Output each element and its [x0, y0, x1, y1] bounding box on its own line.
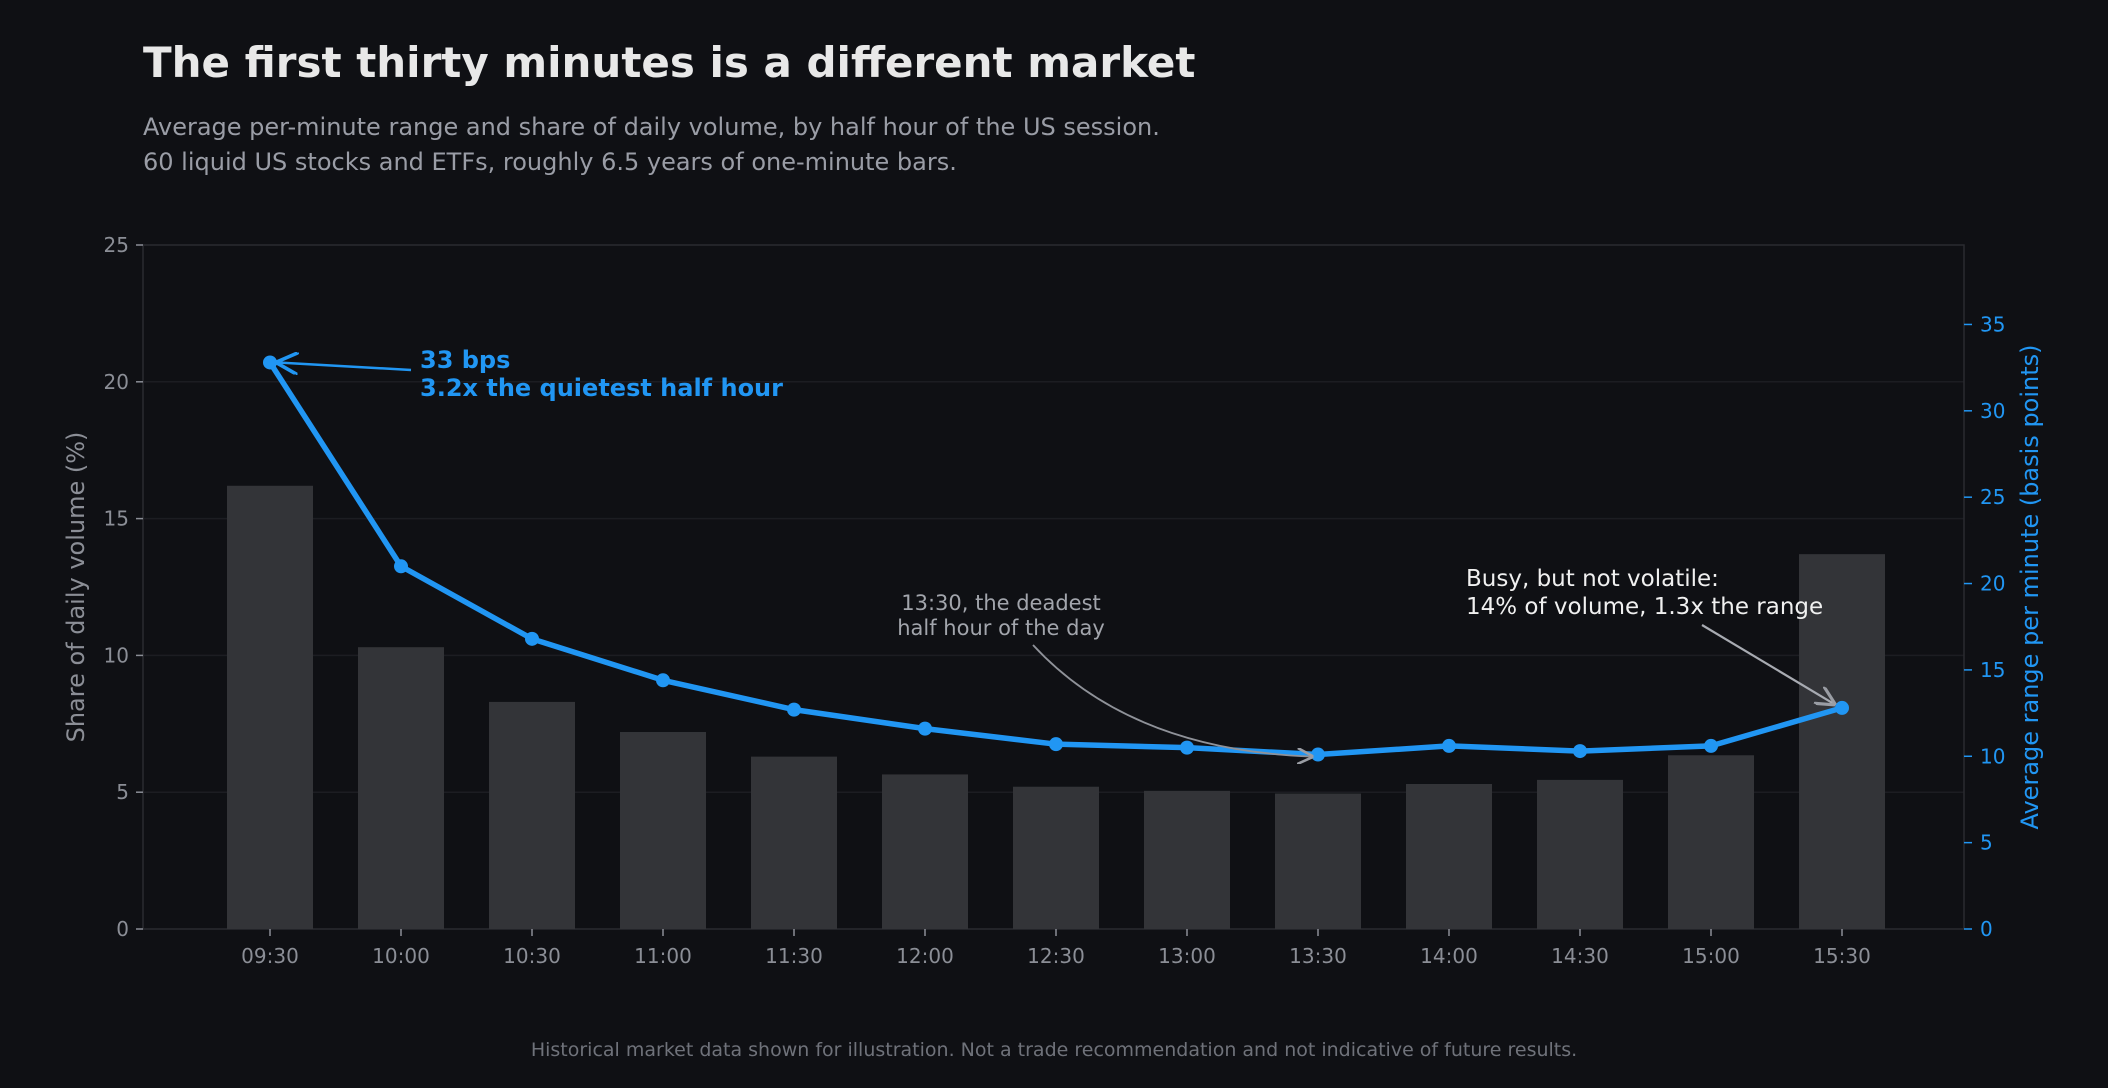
range-point: [1180, 740, 1194, 755]
right-axis-tick-label: 0: [1980, 917, 1993, 941]
volume-bar: [1537, 779, 1623, 929]
volume-bar: [1406, 783, 1492, 929]
volume-bar: [489, 701, 575, 929]
volume-bar: [882, 774, 968, 929]
volume-bar: [1799, 554, 1885, 929]
annotation-quiet-line: half hour of the day: [897, 616, 1105, 640]
annotation-peak: 33 bps 3.2x the quietest half hour: [420, 346, 783, 402]
right-axis-tick-label: 10: [1980, 744, 2005, 768]
x-axis-tick-label: 13:30: [1289, 944, 1347, 968]
range-point: [1311, 747, 1325, 762]
chart-title: The first thirty minutes is a different …: [143, 38, 1196, 87]
annotation-arrow-close: [1701, 624, 1834, 704]
right-axis-tick-label: 35: [1980, 312, 2005, 336]
chart-subtitle: Average per-minute range and share of da…: [143, 110, 1160, 180]
range-point: [1704, 738, 1718, 753]
x-axis-tick-label: 14:30: [1551, 944, 1609, 968]
annotation-arrow-peak: [278, 362, 412, 370]
annotation-arrow-quiet: [1032, 644, 1312, 757]
x-axis-tick-label: 13:00: [1158, 944, 1216, 968]
left-axis-tick-label: 25: [104, 233, 129, 257]
range-point: [787, 702, 801, 717]
right-axis-tick-label: 5: [1980, 831, 1993, 855]
x-axis-tick-label: 10:30: [503, 944, 561, 968]
right-axis-title: Average range per minute (basis points): [2016, 344, 2044, 829]
plot-area: 0 5 10 15 20 25 0 5 10 15 20 25 30 35 09:30 10:00 10:30 1…: [62, 233, 2044, 968]
left-axis-tick-label: 15: [104, 507, 129, 531]
x-axis-tick-label: 11:00: [634, 944, 692, 968]
x-axis-tick-label: 11:30: [765, 944, 823, 968]
range-point: [263, 355, 277, 370]
subtitle-line-1: Average per-minute range and share of da…: [143, 113, 1160, 141]
x-axis-tick-label: 14:00: [1420, 944, 1478, 968]
annotation-peak-line: 33 bps: [420, 346, 510, 374]
x-axis-tick-label: 12:30: [1027, 944, 1085, 968]
footnote: Historical market data shown for illustr…: [530, 1039, 1578, 1061]
volume-bar: [751, 756, 837, 929]
volume-bar: [227, 485, 313, 929]
range-point: [1573, 744, 1587, 759]
right-axis-tick-label: 20: [1980, 572, 2005, 596]
right-axis-tick-label: 25: [1980, 485, 2005, 509]
annotation-close-line: 14% of volume, 1.3x the range: [1466, 594, 1823, 620]
range-point: [1835, 700, 1849, 715]
x-axis-tick-label: 09:30: [241, 944, 299, 968]
left-axis-tick-label: 0: [116, 917, 129, 941]
right-axis-tick-label: 30: [1980, 399, 2005, 423]
annotation-quiet-line: 13:30, the deadest: [901, 591, 1101, 615]
left-axis-tick-label: 10: [104, 643, 129, 667]
x-axis-tick-label: 10:00: [372, 944, 430, 968]
annotation-peak-line: 3.2x the quietest half hour: [420, 374, 783, 402]
volume-bar: [1013, 786, 1099, 929]
range-point: [525, 631, 539, 646]
annotation-quiet: 13:30, the deadest half hour of the day: [897, 591, 1105, 640]
left-axis-tick-label: 20: [104, 370, 129, 394]
volume-bar: [1275, 793, 1361, 929]
subtitle-line-2: 60 liquid US stocks and ETFs, roughly 6.…: [143, 148, 957, 176]
right-axis-tick-label: 15: [1980, 658, 2005, 682]
left-axis-title: Share of daily volume (%): [62, 432, 90, 743]
x-axis-tick-label: 15:30: [1813, 944, 1871, 968]
annotation-close-line: Busy, but not volatile:: [1466, 566, 1719, 592]
left-axis-tick-label: 5: [116, 780, 129, 804]
volume-bar: [1144, 790, 1230, 929]
range-point: [656, 673, 670, 688]
range-point: [394, 559, 408, 574]
range-line: [267, 359, 1845, 758]
range-point: [918, 721, 932, 736]
x-axis-tick-label: 12:00: [896, 944, 954, 968]
volume-bar: [1668, 755, 1754, 929]
volume-bar: [358, 647, 444, 929]
volume-bar: [620, 732, 706, 929]
range-point: [1442, 738, 1456, 753]
x-axis-tick-label: 15:00: [1682, 944, 1740, 968]
range-point: [1049, 737, 1063, 752]
annotation-close: Busy, but not volatile: 14% of volume, 1.…: [1466, 566, 1823, 620]
